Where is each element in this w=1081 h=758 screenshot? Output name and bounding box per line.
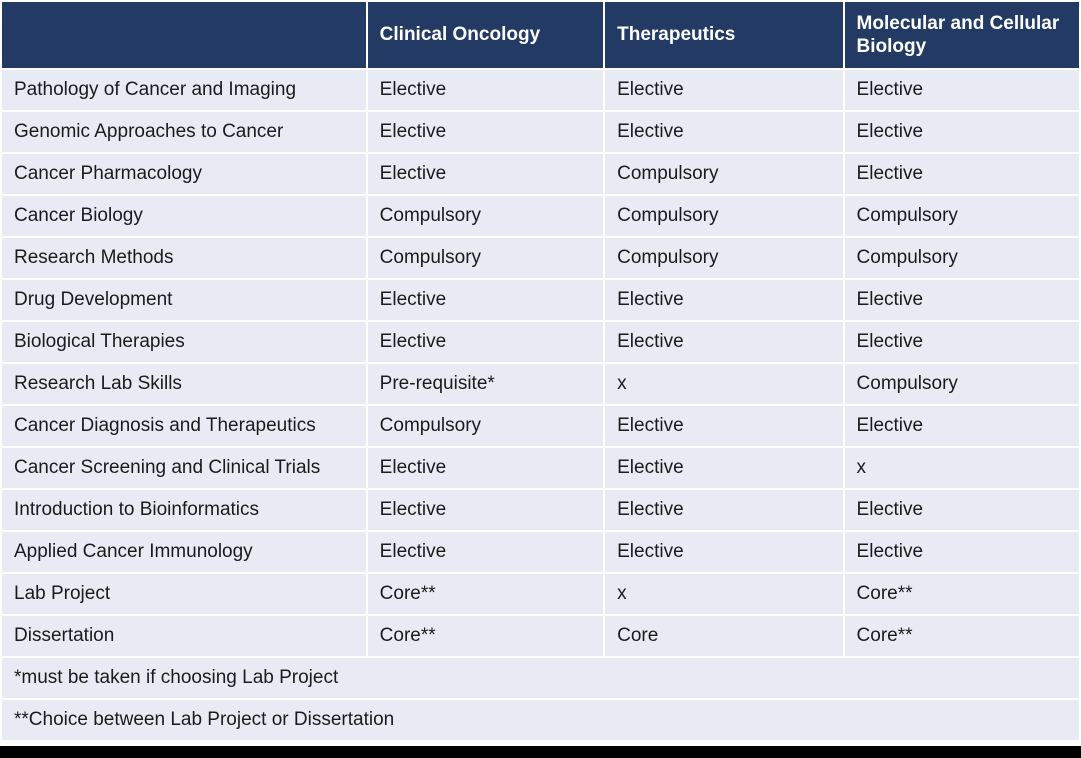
table-row: Cancer Screening and Clinical Trials Ele… xyxy=(2,448,1079,488)
footnote-row: *must be taken if choosing Lab Project xyxy=(2,658,1079,698)
therapeutics-value-cell: Compulsory xyxy=(605,238,843,278)
molecular-cellular-biology-value-cell: Elective xyxy=(844,112,1079,152)
module-name-cell: Introduction to Bioinformatics xyxy=(2,490,366,530)
table-footnotes: *must be taken if choosing Lab Project *… xyxy=(2,658,1079,740)
module-name-cell: Cancer Biology xyxy=(2,196,366,236)
clinical-oncology-value-cell: Compulsory xyxy=(367,238,604,278)
clinical-oncology-value-cell: Elective xyxy=(367,70,604,110)
table-row: Biological Therapies Elective Elective E… xyxy=(2,322,1079,362)
module-name-cell: Drug Development xyxy=(2,280,366,320)
module-name-cell: Dissertation xyxy=(2,616,366,656)
clinical-oncology-value-cell: Elective xyxy=(367,112,604,152)
therapeutics-value-cell: x xyxy=(605,574,843,614)
therapeutics-value-cell: Elective xyxy=(605,322,843,362)
clinical-oncology-value-cell: Elective xyxy=(367,532,604,572)
molecular-cellular-biology-value-cell: Compulsory xyxy=(844,196,1079,236)
table-row: Dissertation Core** Core Core** xyxy=(2,616,1079,656)
module-name-cell: Research Methods xyxy=(2,238,366,278)
module-name-cell: Genomic Approaches to Cancer xyxy=(2,112,366,152)
module-name-cell: Applied Cancer Immunology xyxy=(2,532,366,572)
molecular-cellular-biology-value-cell: Elective xyxy=(844,154,1079,194)
clinical-oncology-value-cell: Compulsory xyxy=(367,196,604,236)
molecular-cellular-biology-value-cell: x xyxy=(844,448,1079,488)
therapeutics-value-cell: Elective xyxy=(605,448,843,488)
column-header-molecular-cellular-biology: Molecular and Cellular Biology xyxy=(844,2,1079,68)
molecular-cellular-biology-value-cell: Elective xyxy=(844,406,1079,446)
therapeutics-value-cell: Elective xyxy=(605,406,843,446)
table-row: Applied Cancer Immunology Elective Elect… xyxy=(2,532,1079,572)
molecular-cellular-biology-value-cell: Elective xyxy=(844,322,1079,362)
module-name-cell: Biological Therapies xyxy=(2,322,366,362)
molecular-cellular-biology-value-cell: Elective xyxy=(844,532,1079,572)
molecular-cellular-biology-value-cell: Elective xyxy=(844,70,1079,110)
module-name-cell: Research Lab Skills xyxy=(2,364,366,404)
module-name-cell: Cancer Pharmacology xyxy=(2,154,366,194)
molecular-cellular-biology-value-cell: Core** xyxy=(844,574,1079,614)
clinical-oncology-value-cell: Elective xyxy=(367,154,604,194)
table-row: Drug Development Elective Elective Elect… xyxy=(2,280,1079,320)
clinical-oncology-value-cell: Pre-requisite* xyxy=(367,364,604,404)
molecular-cellular-biology-value-cell: Compulsory xyxy=(844,364,1079,404)
table-row: Pathology of Cancer and Imaging Elective… xyxy=(2,70,1079,110)
molecular-cellular-biology-value-cell: Elective xyxy=(844,490,1079,530)
clinical-oncology-value-cell: Core** xyxy=(367,574,604,614)
therapeutics-value-cell: Elective xyxy=(605,490,843,530)
table-row: Cancer Pharmacology Elective Compulsory … xyxy=(2,154,1079,194)
molecular-cellular-biology-value-cell: Compulsory xyxy=(844,238,1079,278)
column-header-therapeutics: Therapeutics xyxy=(605,2,843,68)
table-row: Lab Project Core** x Core** xyxy=(2,574,1079,614)
column-header-clinical-oncology: Clinical Oncology xyxy=(367,2,604,68)
clinical-oncology-value-cell: Core** xyxy=(367,616,604,656)
table-row: Research Methods Compulsory Compulsory C… xyxy=(2,238,1079,278)
footnote-row: **Choice between Lab Project or Disserta… xyxy=(2,700,1079,740)
module-name-cell: Cancer Diagnosis and Therapeutics xyxy=(2,406,366,446)
bottom-edge-bar xyxy=(0,746,1081,758)
curriculum-table: Clinical Oncology Therapeutics Molecular… xyxy=(0,0,1081,742)
module-name-cell: Cancer Screening and Clinical Trials xyxy=(2,448,366,488)
clinical-oncology-value-cell: Compulsory xyxy=(367,406,604,446)
therapeutics-value-cell: Elective xyxy=(605,70,843,110)
header-row: Clinical Oncology Therapeutics Molecular… xyxy=(2,2,1079,68)
therapeutics-value-cell: Compulsory xyxy=(605,154,843,194)
module-name-cell: Pathology of Cancer and Imaging xyxy=(2,70,366,110)
clinical-oncology-value-cell: Elective xyxy=(367,322,604,362)
clinical-oncology-value-cell: Elective xyxy=(367,448,604,488)
molecular-cellular-biology-value-cell: Elective xyxy=(844,280,1079,320)
table-row: Introduction to Bioinformatics Elective … xyxy=(2,490,1079,530)
clinical-oncology-value-cell: Elective xyxy=(367,490,604,530)
clinical-oncology-value-cell: Elective xyxy=(367,280,604,320)
therapeutics-value-cell: x xyxy=(605,364,843,404)
therapeutics-value-cell: Elective xyxy=(605,532,843,572)
therapeutics-value-cell: Core xyxy=(605,616,843,656)
table-header: Clinical Oncology Therapeutics Molecular… xyxy=(2,2,1079,68)
module-name-cell: Lab Project xyxy=(2,574,366,614)
table-row: Genomic Approaches to Cancer Elective El… xyxy=(2,112,1079,152)
footnote-core-choice: **Choice between Lab Project or Disserta… xyxy=(2,700,1079,740)
table-body: Pathology of Cancer and Imaging Elective… xyxy=(2,70,1079,656)
therapeutics-value-cell: Elective xyxy=(605,280,843,320)
table-row: Cancer Biology Compulsory Compulsory Com… xyxy=(2,196,1079,236)
table-row: Cancer Diagnosis and Therapeutics Compul… xyxy=(2,406,1079,446)
column-header-module xyxy=(2,2,366,68)
footnote-prerequisite: *must be taken if choosing Lab Project xyxy=(2,658,1079,698)
table-row: Research Lab Skills Pre-requisite* x Com… xyxy=(2,364,1079,404)
therapeutics-value-cell: Elective xyxy=(605,112,843,152)
therapeutics-value-cell: Compulsory xyxy=(605,196,843,236)
molecular-cellular-biology-value-cell: Core** xyxy=(844,616,1079,656)
